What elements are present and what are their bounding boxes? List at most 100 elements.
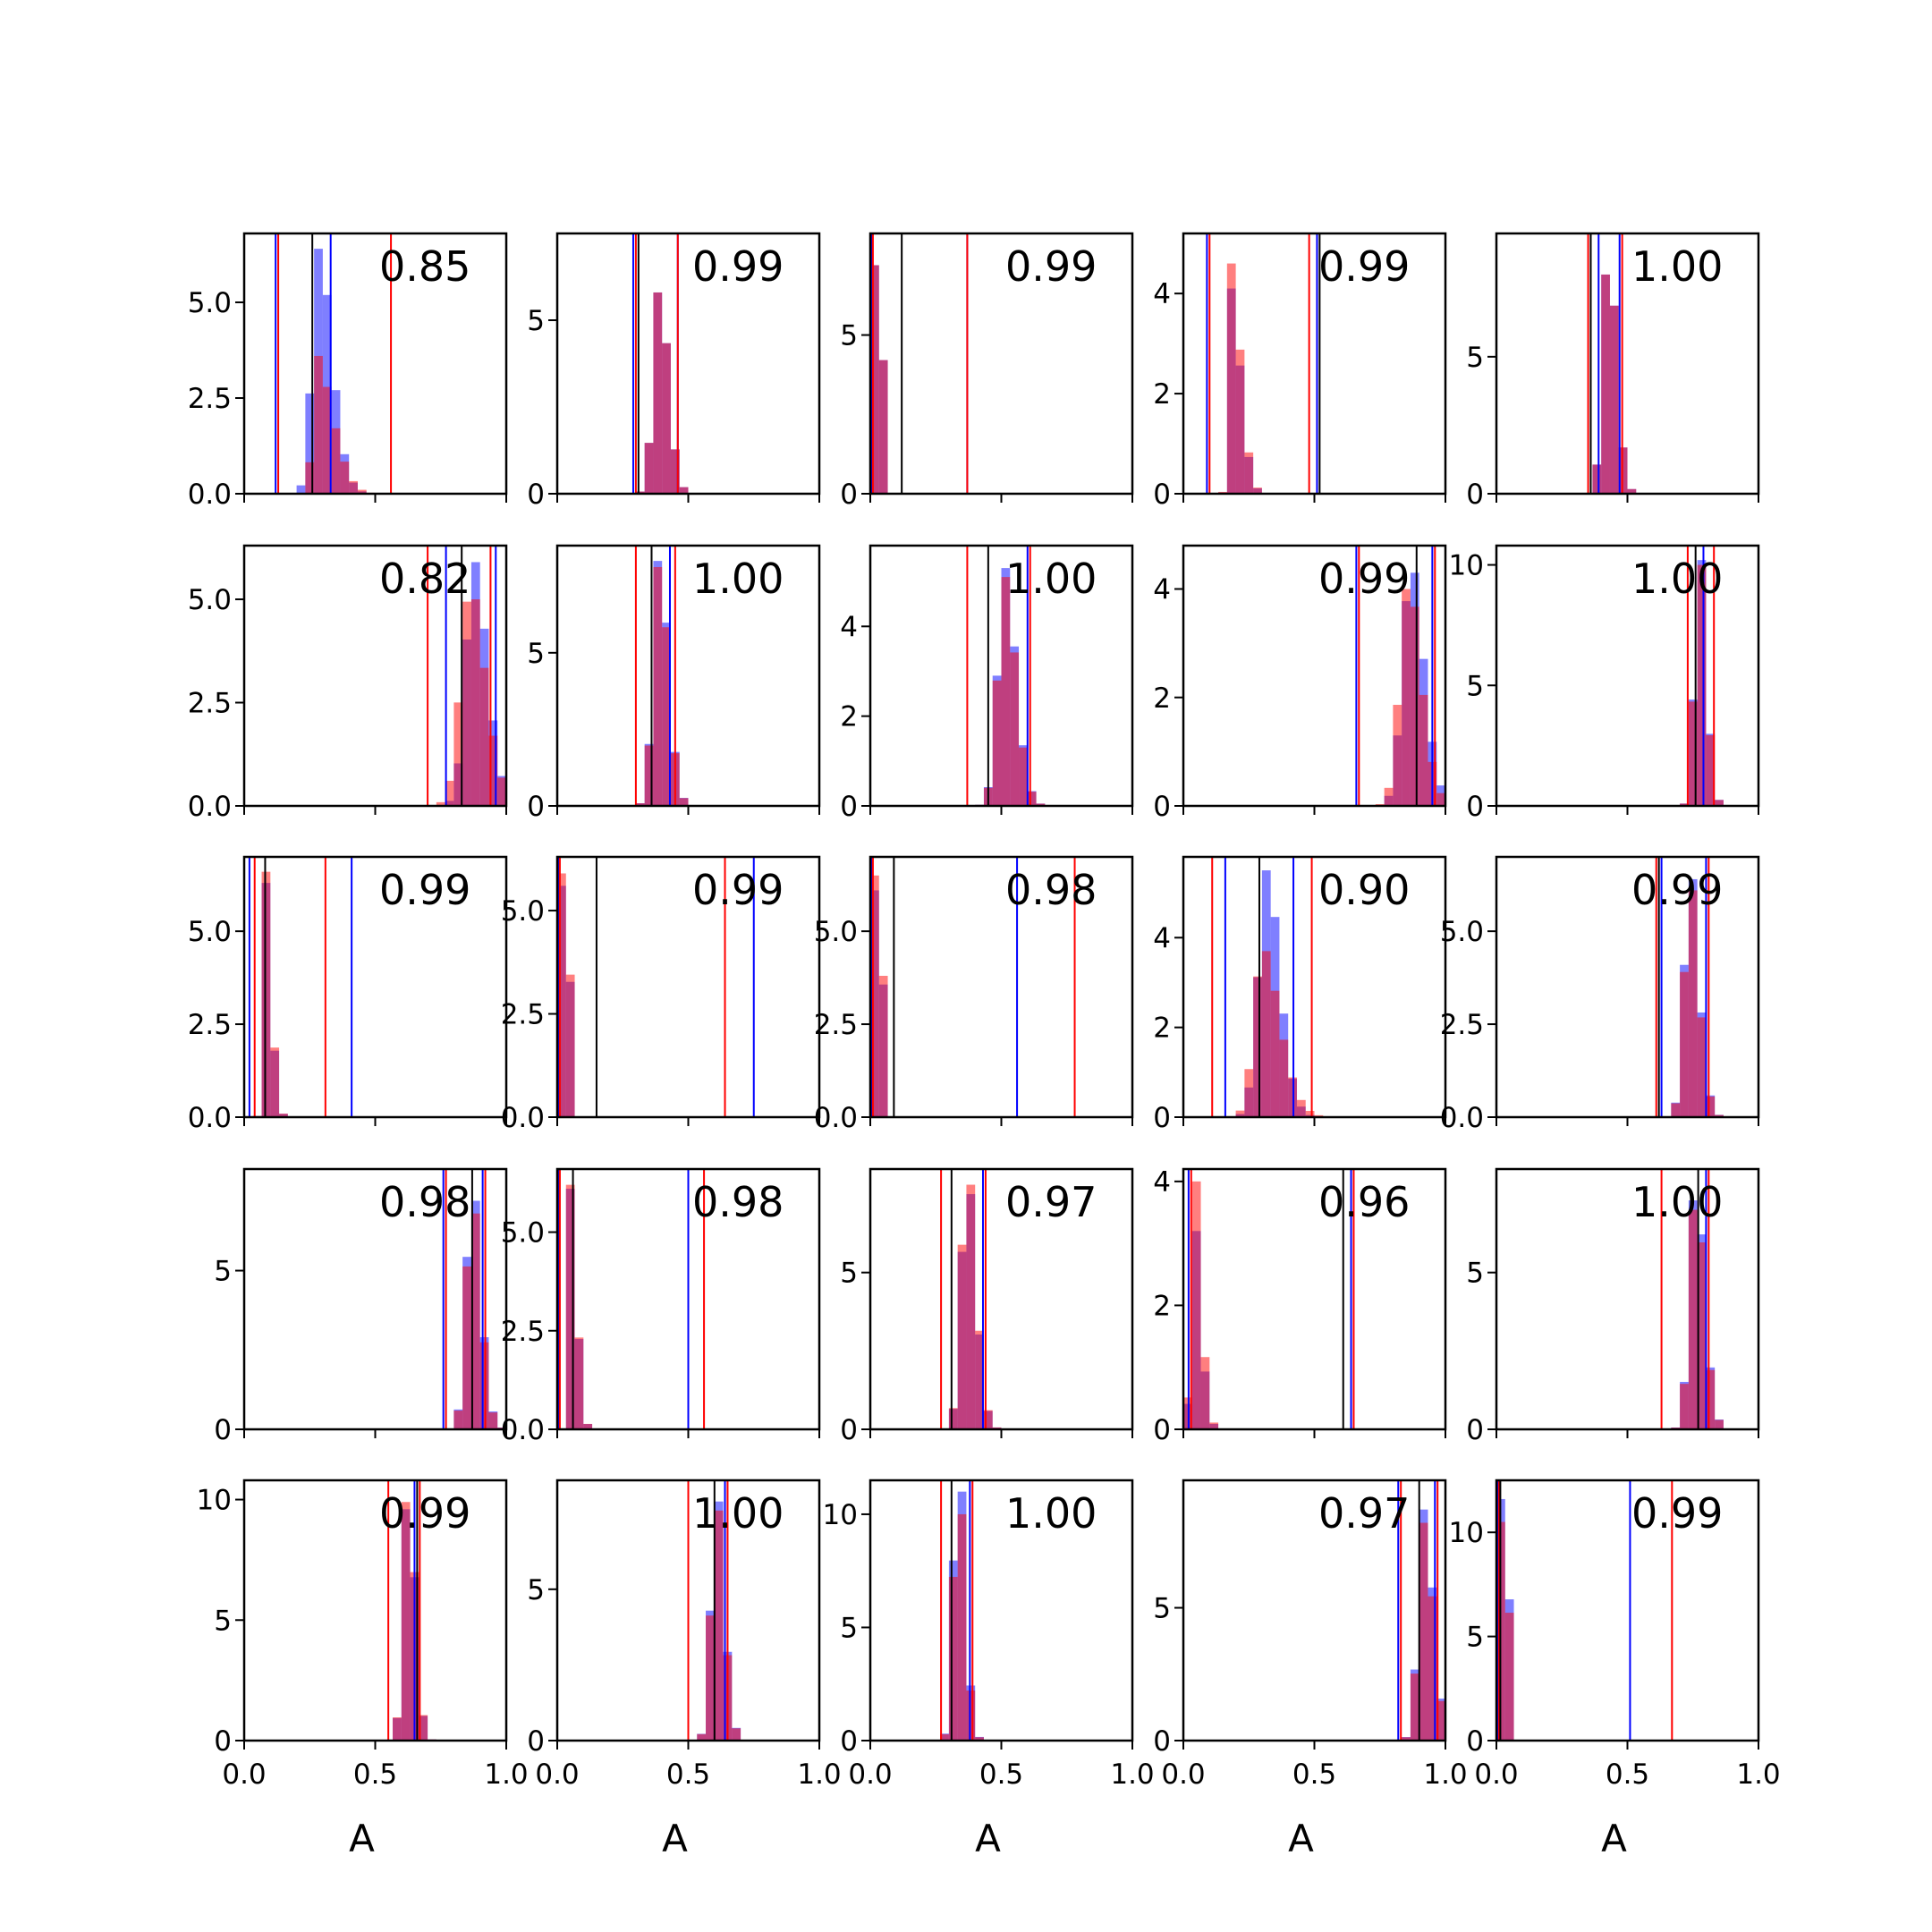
x-tick-label: 0.0: [222, 1758, 266, 1791]
plot-area: [687, 1480, 750, 1741]
y-tick-label: 5: [1466, 670, 1484, 702]
y-tick-label: 4: [840, 611, 858, 643]
panel-annotation: 0.99: [1631, 866, 1723, 914]
y-tick-label: 0.0: [501, 1102, 545, 1134]
panel-r2-c3: 0 2 4 0.90: [1153, 855, 1447, 1134]
panel-r4-c4: 0 5 10 0.0 0.5 1.0 0.99 A: [1449, 1479, 1781, 1860]
red-bar: [940, 1733, 949, 1741]
red-bar: [305, 462, 315, 494]
red-bar: [557, 873, 566, 1117]
x-tick-label: 1.0: [484, 1758, 528, 1791]
red-bar: [565, 1184, 575, 1429]
panel-annotation: 0.99: [379, 866, 470, 914]
panel-r3-c4: 051.00: [1466, 1167, 1760, 1446]
panel-annotation: 0.90: [1318, 866, 1410, 914]
plot-area: [1496, 1480, 1674, 1741]
panel-r1-c1: 051.00: [527, 544, 821, 823]
plot-area: [1355, 546, 1445, 806]
panel-annotation: 0.98: [379, 1178, 470, 1226]
y-tick-label: 0: [1153, 1102, 1171, 1134]
red-bar: [488, 735, 498, 806]
red-bar: [1680, 803, 1689, 806]
red-histogram: [1671, 1209, 1733, 1429]
panel-r0-c0: 0.0 2.5 5.0 0.85: [188, 232, 508, 511]
y-tick-label: 0: [1153, 479, 1171, 511]
panel-r1-c2: 0 2 4 1.00: [840, 544, 1134, 823]
x-axis-label: A: [1601, 1817, 1627, 1860]
y-tick-label: 4: [1153, 922, 1171, 954]
panel-annotation: 0.82: [379, 555, 470, 603]
plot-area: [1587, 233, 1637, 494]
red-bar: [1697, 1017, 1707, 1117]
panel-r0-c2: 050.99: [840, 232, 1134, 511]
red-bar: [992, 680, 1002, 806]
red-bar: [1688, 890, 1698, 1117]
red-bar: [1601, 274, 1610, 494]
red-bar: [1001, 577, 1011, 806]
red-bar: [878, 975, 888, 1117]
plot-area: [442, 1169, 506, 1429]
plot-area: [1655, 857, 1724, 1117]
blue-bar: [296, 485, 306, 494]
red-bar: [331, 428, 341, 494]
panel-annotation: 1.00: [1631, 555, 1723, 603]
panel-annotation: 0.96: [1318, 1178, 1410, 1226]
red-bar: [653, 566, 663, 806]
red-histogram: [697, 1510, 750, 1741]
plot-area: [631, 233, 689, 494]
red-bar: [1706, 1369, 1716, 1429]
red-bar: [635, 803, 645, 806]
panel-r2-c2: 0.0 2.5 5.0 0.98: [814, 855, 1134, 1134]
y-tick-label: 0: [1466, 791, 1484, 823]
y-tick-label: 2.5: [188, 1009, 232, 1041]
x-tick-label: 0.0: [848, 1758, 892, 1791]
y-tick-label: 2: [1153, 1013, 1171, 1045]
y-tick-label: 0.0: [188, 479, 232, 511]
red-histogram: [305, 355, 376, 494]
y-tick-label: 4: [1153, 278, 1171, 310]
y-tick-label: 5.0: [501, 895, 545, 928]
panel-r1-c0: 0.0 2.5 5.0 0.82: [188, 544, 508, 823]
red-bar: [1200, 1357, 1210, 1429]
y-tick-label: 2: [1153, 682, 1171, 715]
plot-area: [966, 546, 1046, 806]
red-bar: [583, 1423, 593, 1429]
plot-area: [1206, 233, 1321, 494]
y-tick-label: 5.0: [188, 916, 232, 948]
red-bar: [1019, 747, 1028, 806]
y-tick-label: 2: [1153, 1290, 1171, 1322]
red-bar: [662, 627, 671, 806]
red-bar: [679, 487, 689, 494]
panel-annotation: 1.00: [1005, 555, 1097, 603]
red-bar: [1688, 701, 1698, 806]
red-bar: [1671, 1103, 1681, 1117]
x-axis-label: A: [1288, 1817, 1314, 1860]
red-histogram: [975, 577, 1046, 806]
panel-r0-c3: 0 2 4 0.99: [1153, 232, 1447, 511]
red-bar: [1244, 1069, 1254, 1117]
y-tick-label: 0: [840, 479, 858, 511]
red-bar: [1697, 1241, 1707, 1429]
panel-annotation: 0.97: [1318, 1489, 1410, 1538]
plot-area: [940, 1169, 1002, 1429]
red-histogram: [565, 1184, 593, 1429]
red-bar: [1697, 564, 1707, 806]
red-bar: [445, 780, 454, 806]
panel-annotation: 0.99: [1005, 242, 1097, 291]
x-tick-label: 0.0: [1474, 1758, 1518, 1791]
red-bar: [1279, 1039, 1289, 1117]
red-histogram: [1218, 263, 1262, 494]
red-bar: [948, 1408, 958, 1429]
red-bar: [1680, 971, 1689, 1117]
red-bar: [1592, 464, 1602, 494]
blue-bar: [305, 393, 315, 494]
panel-r1-c3: 0 2 4 0.99: [1153, 544, 1447, 823]
panel-annotation: 0.99: [1631, 1489, 1723, 1538]
y-tick-label: 2.5: [188, 383, 232, 415]
panel-r0-c1: 050.99: [527, 232, 821, 511]
panel-r2-c0: 0.0 2.5 5.0 0.99: [188, 855, 508, 1134]
panel-r4-c3: 0 5 0.0 0.5 1.0 0.97 A: [1153, 1479, 1468, 1860]
y-tick-label: 5: [527, 305, 545, 337]
red-histogram: [870, 875, 888, 1117]
